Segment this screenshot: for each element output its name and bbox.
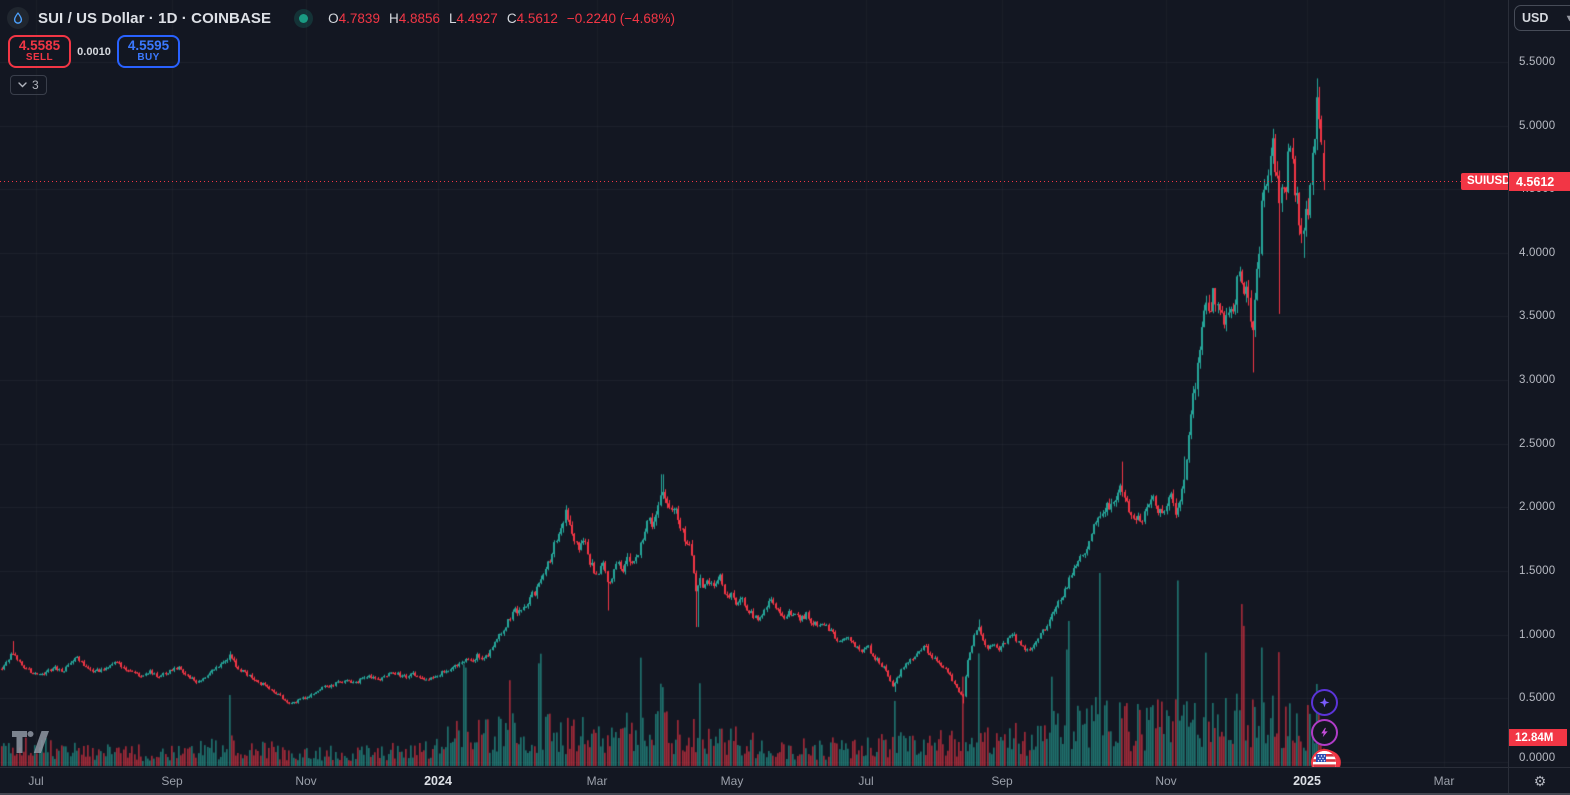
last-price-badge: 4.5612 — [1509, 172, 1570, 191]
lightning-event-icon[interactable] — [1311, 719, 1338, 746]
tradingview-logo[interactable] — [12, 731, 49, 759]
window-bottom-edge — [0, 793, 1570, 795]
price-tick-label: 3.5000 — [1519, 310, 1556, 323]
time-tick-label: Sep — [991, 774, 1013, 788]
price-tick-label: 4.0000 — [1519, 246, 1556, 259]
currency-selector[interactable]: USD ▾ — [1514, 5, 1570, 31]
sell-button[interactable]: 4.5585 SELL — [8, 35, 71, 68]
time-tick-label: Mar — [1433, 774, 1455, 788]
high-value: 4.8856 — [398, 10, 440, 26]
buy-button[interactable]: 4.5595 BUY — [117, 35, 180, 68]
last-price-line — [0, 181, 1508, 182]
price-axis[interactable]: USD ▾ 4.5612 12.84M 5.50005.00004.50004.… — [1508, 0, 1570, 767]
water-drop-icon — [13, 12, 23, 24]
chart-legend-toolbar: SUI / US Dollar · 1D · COINBASE O4.7839 … — [0, 0, 675, 36]
price-tick-label: 2.5000 — [1519, 437, 1556, 450]
symbol-price-flag: SUIUSD — [1461, 173, 1517, 190]
volume-badge: 12.84M — [1509, 729, 1567, 746]
spread-value: 0.0010 — [77, 45, 111, 58]
price-tick-label: 1.5000 — [1519, 565, 1556, 578]
time-tick-label: Jul — [28, 774, 44, 788]
time-tick-label: Sep — [161, 774, 183, 788]
close-value: 4.5612 — [516, 10, 558, 26]
time-axis[interactable]: Jul Sep Nov 2024 Mar May Jul Sep Nov 2025 Mar — [0, 767, 1508, 794]
axis-settings-button[interactable]: ⚙ — [1508, 767, 1570, 794]
chevron-down-icon: ▾ — [1566, 12, 1570, 24]
market-status-dot[interactable] — [299, 13, 309, 23]
time-tick-label: Nov — [1155, 774, 1177, 788]
price-chart-canvas[interactable] — [0, 0, 1508, 767]
sui-coin-logo — [7, 7, 29, 29]
price-tick-label: 0.5000 — [1519, 692, 1556, 705]
price-tick-label: 5.5000 — [1519, 55, 1556, 68]
sparkle-event-icon[interactable] — [1311, 689, 1338, 716]
open-value: 4.7839 — [338, 10, 380, 26]
price-tick-label: 3.0000 — [1519, 374, 1556, 387]
change-value: −0.2240 (−4.68%) — [566, 10, 675, 26]
event-markers — [1311, 689, 1338, 776]
time-tick-label: May — [720, 774, 744, 788]
ohlc-values: O4.7839 H4.8856 L4.4927 C4.5612 −0.2240 … — [328, 10, 675, 26]
symbol-title[interactable]: SUI / US Dollar · 1D · COINBASE — [38, 9, 272, 27]
time-tick-label: Nov — [295, 774, 317, 788]
time-tick-label: 2025 — [1293, 774, 1321, 788]
price-tick-label: 1.0000 — [1519, 628, 1556, 641]
trade-panel: 4.5585 SELL 0.0010 4.5595 BUY — [8, 35, 180, 68]
indicators-collapse-button[interactable]: 3 — [10, 75, 47, 95]
time-tick-label: Mar — [586, 774, 608, 788]
chevron-down-icon — [18, 82, 27, 88]
gear-icon: ⚙ — [1533, 772, 1547, 789]
price-tick-label: 5.0000 — [1519, 119, 1556, 132]
price-tick-label: 0.0000 — [1519, 752, 1556, 764]
price-tick-label: 2.0000 — [1519, 501, 1556, 514]
time-tick-label: 2024 — [424, 774, 452, 788]
low-value: 4.4927 — [456, 10, 498, 26]
time-tick-label: Jul — [858, 774, 874, 788]
